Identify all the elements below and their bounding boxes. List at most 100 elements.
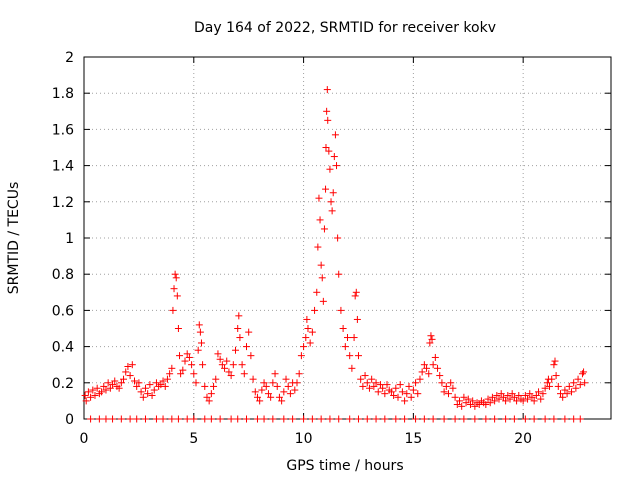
y-tick-label: 0.2 [52, 376, 74, 392]
data-point [541, 384, 549, 392]
data-point [316, 216, 324, 224]
data-point [169, 306, 177, 314]
data-point [245, 328, 253, 336]
data-point [269, 379, 277, 387]
data-point [218, 361, 226, 369]
baseline-point [363, 415, 371, 423]
data-point [194, 346, 202, 354]
data-point [330, 153, 338, 161]
data-point [392, 384, 400, 392]
baseline-point [440, 415, 448, 423]
data-point [205, 397, 213, 405]
data-point [521, 391, 529, 399]
data-point [126, 372, 134, 380]
data-point [508, 390, 516, 398]
data-point [238, 361, 246, 369]
data-point [353, 315, 361, 323]
data-point [161, 382, 169, 390]
data-point [234, 325, 242, 332]
data-point [390, 391, 398, 399]
data-point [236, 334, 244, 342]
data-point [580, 368, 588, 376]
data-point [297, 352, 305, 360]
x-tick-label: 5 [189, 431, 198, 447]
baseline-point [95, 415, 103, 423]
data-point [159, 377, 167, 385]
data-point [440, 388, 448, 396]
baseline-point [201, 415, 209, 423]
data-point [418, 368, 426, 376]
data-point [179, 366, 187, 374]
data-point [403, 390, 411, 398]
baseline-point [460, 415, 468, 423]
data-point [197, 339, 205, 347]
data-point [304, 325, 312, 332]
baseline-point [381, 415, 389, 423]
data-point [458, 402, 466, 410]
data-point [262, 382, 270, 390]
axis-ticks: 00.20.40.60.811.21.41.61.820 5 10 15 20 [52, 50, 611, 447]
data-point [550, 361, 558, 369]
data-point [455, 397, 463, 405]
baseline-point [451, 415, 459, 423]
data-point [372, 379, 380, 387]
baseline-point [392, 415, 400, 423]
data-point [173, 292, 181, 300]
data-point [117, 379, 125, 387]
data-point [115, 384, 123, 392]
baseline-point [335, 415, 343, 423]
data-point [561, 386, 569, 394]
data-point [438, 379, 446, 387]
data-point [300, 343, 308, 351]
data-point [139, 393, 147, 401]
data-point [293, 379, 301, 387]
baseline-point [491, 415, 499, 423]
data-point [227, 372, 235, 380]
baseline-point [471, 415, 479, 423]
data-point [339, 325, 347, 332]
data-point [260, 379, 268, 387]
data-point [216, 355, 224, 363]
y-tick-label: 0.6 [52, 303, 74, 319]
y-tick-label: 2 [65, 50, 74, 66]
data-point [405, 382, 413, 390]
data-point [157, 381, 165, 389]
data-point [199, 361, 207, 369]
data-point [429, 361, 437, 369]
data-point [323, 86, 331, 94]
baseline-point [102, 415, 110, 423]
data-point [368, 375, 376, 383]
data-point [308, 328, 316, 336]
baseline-point [269, 415, 277, 423]
data-point [381, 390, 389, 398]
baseline-point [234, 415, 242, 423]
data-point [181, 357, 189, 365]
data-point [548, 375, 556, 383]
baseline-point [570, 415, 578, 423]
baseline-point [317, 415, 325, 423]
baseline-point [260, 415, 268, 423]
data-point [427, 332, 435, 340]
data-point [515, 391, 523, 399]
data-point [163, 375, 171, 383]
data-point [567, 388, 575, 396]
y-tick-label: 0 [65, 412, 74, 428]
data-point [348, 364, 356, 372]
data-point [565, 382, 573, 390]
baseline-point [253, 415, 261, 423]
baseline-point [126, 415, 134, 423]
data-point [401, 397, 409, 405]
data-point [131, 377, 139, 385]
baseline-point [183, 415, 191, 423]
data-point [519, 397, 527, 405]
baseline-point [168, 415, 176, 423]
data-point [176, 352, 184, 360]
data-point [462, 399, 470, 407]
data-point [221, 364, 229, 372]
data-point [414, 390, 422, 398]
x-axis-label: GPS time / hours [286, 458, 403, 474]
data-point [324, 116, 332, 124]
data-point [135, 379, 143, 387]
data-point [203, 393, 211, 401]
data-point [177, 370, 185, 378]
